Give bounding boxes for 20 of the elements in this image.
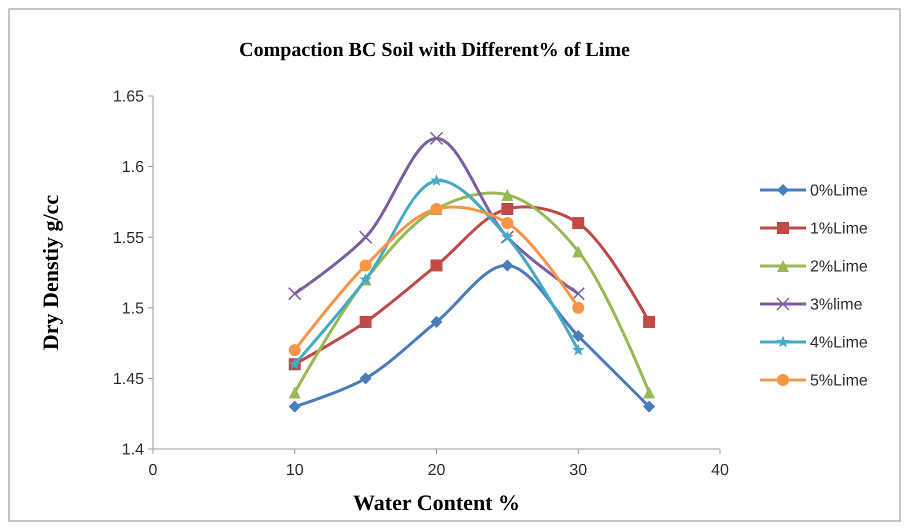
y-tick-label: 1.65	[112, 88, 144, 106]
x-tick-label: 20	[428, 462, 446, 479]
x-tick-label: 40	[711, 462, 729, 479]
y-tick-label: 1.4	[122, 442, 144, 459]
y-tick-label: 1.45	[112, 371, 144, 388]
y-tick-label: 1.55	[112, 230, 144, 247]
legend-label: 1%Lime	[810, 220, 868, 238]
x-axis-title: Water Content %	[352, 490, 520, 515]
y-tick-label: 1.5	[122, 300, 144, 318]
chart-title: Compaction BC Soil with Different% of Lime	[239, 39, 630, 61]
legend-label: 4%Lime	[810, 334, 868, 352]
y-tick-label: 1.6	[122, 159, 144, 176]
legend-label: 2%Lime	[810, 258, 868, 276]
x-tick-label: 0	[148, 462, 158, 479]
y-axis-title: Dry Denstiy g/cc	[38, 194, 63, 350]
legend-label: 0%Lime	[810, 182, 868, 200]
x-tick-label: 30	[569, 462, 588, 479]
legend-label: 5%Lime	[810, 372, 868, 390]
legend-label: 3%lime	[810, 296, 863, 314]
x-tick-label: 10	[286, 462, 304, 479]
